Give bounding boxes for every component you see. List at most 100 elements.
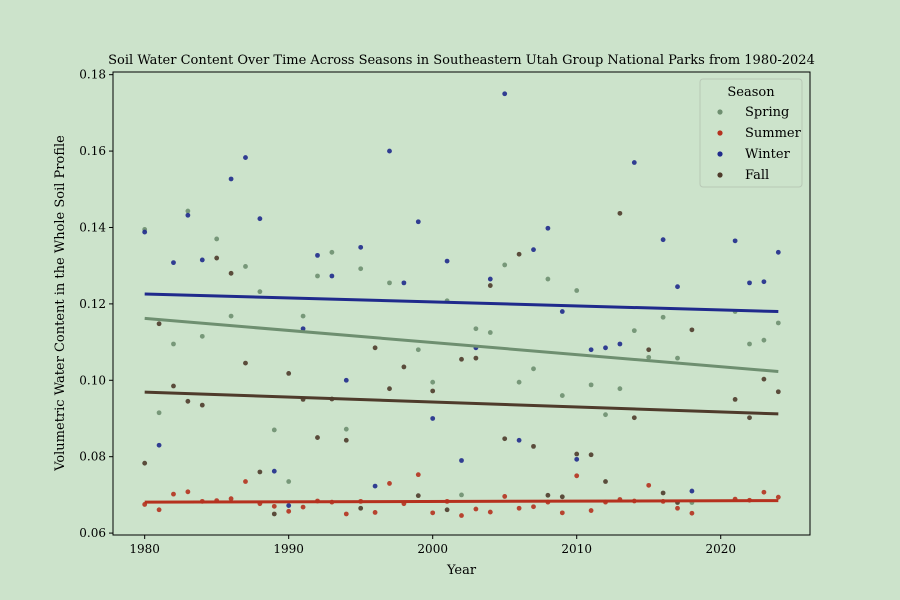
fall-data-point xyxy=(142,460,148,466)
fall-data-point xyxy=(617,210,623,216)
spring-data-point xyxy=(343,426,349,432)
fall-data-point xyxy=(156,321,162,327)
winter-data-point xyxy=(574,456,580,462)
fall-data-point xyxy=(444,507,450,513)
winter-data-point xyxy=(372,483,378,489)
spring-data-point xyxy=(574,288,580,293)
fall-data-point xyxy=(199,402,205,408)
spring-data-point xyxy=(430,379,436,385)
winter-data-point xyxy=(603,345,608,351)
spring-data-point xyxy=(185,208,191,214)
data-points xyxy=(142,91,781,518)
winter-data-point xyxy=(675,284,680,290)
winter-data-point xyxy=(775,249,781,255)
fall-data-point xyxy=(775,389,781,395)
y-tick-label: 0.08 xyxy=(79,450,106,464)
legend: Season Spring Summer Winter Fall xyxy=(699,78,803,188)
y-tick-label: 0.18 xyxy=(79,68,106,82)
spring-data-point xyxy=(459,492,464,498)
summer-data-point xyxy=(286,508,292,514)
x-axis-ticks: 1980 1990 2000 2010 2020 xyxy=(129,535,736,556)
spring-data-point xyxy=(358,266,364,272)
fall-data-point xyxy=(559,494,565,500)
legend-marker-fall xyxy=(717,172,723,178)
trend-lines xyxy=(144,292,779,504)
winter-data-point xyxy=(531,247,536,253)
fall-data-point xyxy=(660,490,666,496)
fall-data-point xyxy=(343,437,349,443)
x-tick-label: 2000 xyxy=(417,542,448,556)
fall-data-point xyxy=(228,270,234,276)
spring-data-point xyxy=(531,366,536,372)
fall-data-point xyxy=(732,396,738,402)
winter-data-point xyxy=(243,155,248,160)
fall-data-point xyxy=(358,505,364,511)
spring-data-point xyxy=(329,249,335,255)
winter-data-point xyxy=(142,229,148,235)
y-tick-label: 0.06 xyxy=(79,526,106,540)
legend-box xyxy=(699,78,803,188)
y-tick-label: 0.14 xyxy=(79,220,106,234)
fall-data-point xyxy=(473,355,479,361)
legend-label-fall: Fall xyxy=(745,168,769,183)
winter-data-point xyxy=(617,341,623,347)
spring-data-point xyxy=(473,326,479,332)
summer-data-point xyxy=(228,496,234,502)
summer-data-point xyxy=(459,513,464,518)
summer-data-point xyxy=(343,511,349,517)
winter-data-point xyxy=(689,488,695,494)
y-axis-ticks: 0.06 0.08 0.10 0.12 0.14 0.16 0.18 xyxy=(79,68,113,540)
fall-data-point xyxy=(545,492,551,498)
fall-trend-line xyxy=(144,390,779,416)
winter-data-point xyxy=(171,260,176,266)
summer-data-point xyxy=(675,505,680,511)
fall-data-point xyxy=(387,386,392,392)
fall-data-point xyxy=(689,327,695,333)
winter-data-point xyxy=(588,347,594,353)
spring-data-point xyxy=(257,289,263,295)
spring-data-point xyxy=(271,427,277,433)
spring-data-point xyxy=(199,333,205,339)
winter-data-point xyxy=(502,91,508,97)
x-tick-label: 1990 xyxy=(273,542,304,556)
summer-data-point xyxy=(372,510,378,515)
winter-data-point xyxy=(401,280,407,286)
spring-data-point xyxy=(156,410,162,416)
summer-data-point xyxy=(646,482,652,488)
x-tick-label: 1980 xyxy=(129,542,160,556)
winter-data-point xyxy=(343,377,349,383)
summer-data-point xyxy=(271,503,277,509)
spring-trend-line xyxy=(144,316,779,373)
spring-data-point xyxy=(646,354,652,360)
winter-data-point xyxy=(516,437,522,443)
summer-data-point xyxy=(430,510,436,516)
fall-data-point xyxy=(487,283,493,288)
winter-data-point xyxy=(358,244,364,250)
fall-data-point xyxy=(603,479,608,484)
x-tick-label: 2020 xyxy=(705,542,736,556)
fall-data-point xyxy=(430,388,436,394)
x-tick-label: 2010 xyxy=(561,542,592,556)
fall-data-point xyxy=(646,347,652,353)
winter-data-point xyxy=(459,458,464,463)
summer-data-point xyxy=(559,510,565,516)
spring-data-point xyxy=(588,382,594,388)
summer-data-point xyxy=(473,506,479,512)
fall-data-point xyxy=(214,255,220,261)
legend-label-summer: Summer xyxy=(745,126,802,141)
fall-data-point xyxy=(459,356,464,362)
fall-data-point xyxy=(286,371,292,376)
winter-data-point xyxy=(761,279,767,285)
summer-data-point xyxy=(689,510,695,516)
spring-data-point xyxy=(761,337,767,343)
legend-title: Season xyxy=(727,85,775,100)
winter-data-point xyxy=(228,176,234,182)
spring-data-point xyxy=(300,313,306,319)
legend-items: Spring Summer Winter Fall xyxy=(717,105,802,183)
summer-data-point xyxy=(761,489,767,495)
winter-data-point xyxy=(185,212,191,218)
winter-data-point xyxy=(631,160,637,165)
spring-data-point xyxy=(631,328,637,334)
chart-title: Soil Water Content Over Time Across Seas… xyxy=(108,53,815,68)
